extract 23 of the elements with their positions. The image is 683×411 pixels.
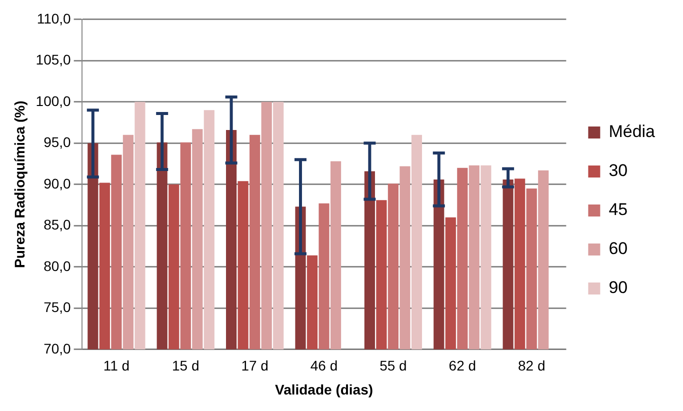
x-tick-label: 82 d	[518, 358, 546, 374]
y-axis-title: Pureza Radioquímica (%)	[11, 100, 28, 268]
legend-label: 90	[608, 278, 628, 298]
legend-label: 60	[608, 239, 628, 258]
y-tick-label: 110,0	[36, 10, 72, 26]
y-tick-label: 105,0	[36, 52, 72, 68]
legend-label: 30	[608, 161, 628, 180]
x-tick-label: 17 d	[241, 358, 268, 374]
x-tick-label: 46 d	[310, 358, 338, 374]
x-tick-label: 15 d	[172, 358, 200, 374]
y-tick-label: 95,0	[44, 134, 72, 150]
y-tick-label: 70,0	[44, 340, 72, 356]
y-tick-label: 90,0	[44, 175, 72, 192]
x-tick-label: 62 d	[448, 358, 476, 374]
y-tick-label: 85,0	[44, 216, 72, 233]
legend-label: Média	[608, 122, 656, 142]
legend-label: 45	[608, 200, 628, 220]
y-tick-label: 80,0	[44, 258, 72, 274]
y-tick-label: 100,0	[36, 92, 72, 109]
x-tick-label: 55 d	[380, 358, 407, 374]
y-tick-label: 75,0	[44, 299, 72, 316]
x-tick-label: 11 d	[103, 358, 130, 374]
x-axis-title: Validade (dias)	[274, 381, 374, 398]
